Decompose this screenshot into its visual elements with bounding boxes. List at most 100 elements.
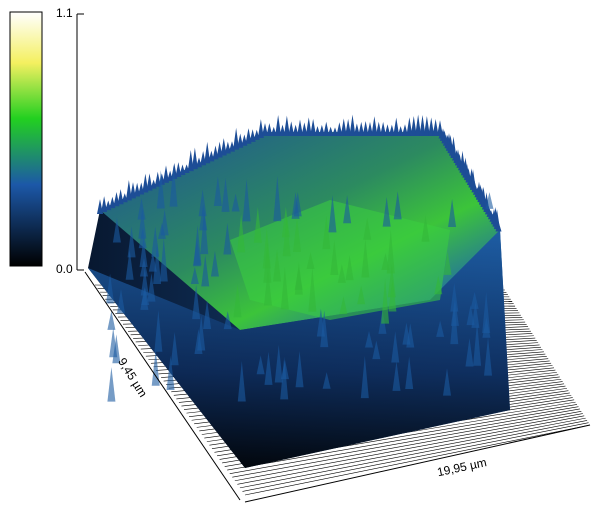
- spike: [147, 273, 156, 302]
- spike: [297, 119, 303, 136]
- spike: [139, 258, 148, 277]
- spike: [262, 123, 268, 136]
- spike: [192, 238, 201, 267]
- spike: [415, 114, 422, 136]
- spike: [233, 284, 242, 318]
- hatch-line: [232, 413, 583, 478]
- spike: [242, 178, 251, 222]
- spike: [213, 176, 222, 207]
- spike: [328, 195, 337, 233]
- y-axis: [84, 271, 241, 501]
- spike: [249, 129, 256, 142]
- hatch-line: [242, 422, 589, 492]
- spike: [388, 124, 395, 136]
- x-axis-label: 19,95 µm: [436, 455, 488, 479]
- spike: [382, 197, 391, 227]
- spike: [387, 264, 396, 298]
- spike: [274, 344, 283, 383]
- spike: [263, 242, 272, 283]
- surface-texture: [97, 114, 502, 402]
- spike: [406, 117, 413, 136]
- spike: [117, 288, 126, 314]
- spike: [402, 322, 411, 345]
- spike: [106, 273, 115, 304]
- spike: [166, 355, 175, 391]
- spike: [253, 207, 262, 243]
- spike: [264, 351, 273, 385]
- spike: [363, 217, 372, 240]
- spike: [473, 321, 482, 366]
- spike: [117, 189, 124, 205]
- spike: [392, 361, 401, 391]
- spike: [200, 209, 209, 255]
- spike: [140, 268, 149, 296]
- hatch-line: [239, 420, 588, 489]
- spike: [349, 114, 356, 136]
- spike: [434, 275, 443, 295]
- spike: [327, 126, 334, 136]
- spike: [419, 115, 426, 136]
- spike: [169, 165, 178, 207]
- spike: [130, 182, 136, 199]
- spike: [295, 350, 304, 388]
- spike: [388, 279, 397, 312]
- y-axis-label: 9,45 µm: [115, 355, 150, 399]
- spike: [482, 292, 491, 334]
- spike: [288, 121, 295, 136]
- spike: [112, 217, 121, 243]
- spike: [310, 118, 317, 136]
- spike: [154, 310, 163, 352]
- spike: [148, 252, 157, 272]
- spike: [138, 208, 147, 239]
- spike: [410, 115, 417, 136]
- spike: [256, 355, 265, 375]
- spike: [405, 356, 414, 389]
- spike: [237, 361, 246, 402]
- spike: [221, 177, 230, 212]
- spike: [332, 127, 338, 136]
- spike: [137, 198, 146, 220]
- spike: [190, 267, 199, 285]
- spike: [197, 315, 206, 351]
- spike: [391, 331, 400, 363]
- spike: [421, 215, 430, 242]
- spike: [233, 127, 240, 150]
- spike: [279, 124, 286, 136]
- spike: [138, 228, 147, 249]
- spike: [175, 162, 182, 177]
- spike: [142, 173, 149, 193]
- spike: [273, 249, 282, 282]
- colorbar: [9, 11, 43, 267]
- spike: [371, 116, 378, 136]
- spike: [381, 253, 390, 270]
- spike: [107, 367, 116, 402]
- spike: [423, 115, 430, 136]
- spike: [466, 304, 475, 326]
- spike: [305, 117, 312, 136]
- spike: [237, 133, 244, 148]
- spike: [372, 340, 381, 360]
- spike: [224, 141, 231, 154]
- spike: [485, 192, 494, 209]
- spike: [220, 138, 227, 156]
- spike: [263, 268, 272, 306]
- hatch-line: [234, 415, 585, 482]
- spike: [320, 310, 329, 348]
- spike: [393, 117, 400, 136]
- spike: [291, 192, 300, 219]
- spike: [360, 355, 369, 399]
- spike: [191, 147, 198, 170]
- spike: [362, 121, 369, 136]
- spike: [266, 123, 273, 136]
- spike: [270, 126, 277, 136]
- spike: [160, 209, 169, 236]
- spike: [292, 124, 299, 136]
- spike: [330, 240, 339, 276]
- spike: [151, 349, 160, 386]
- spike: [204, 141, 211, 164]
- spike: [386, 229, 395, 274]
- spike: [432, 119, 439, 136]
- spike: [367, 121, 373, 136]
- spike: [308, 267, 317, 312]
- hatch-line: [244, 424, 591, 496]
